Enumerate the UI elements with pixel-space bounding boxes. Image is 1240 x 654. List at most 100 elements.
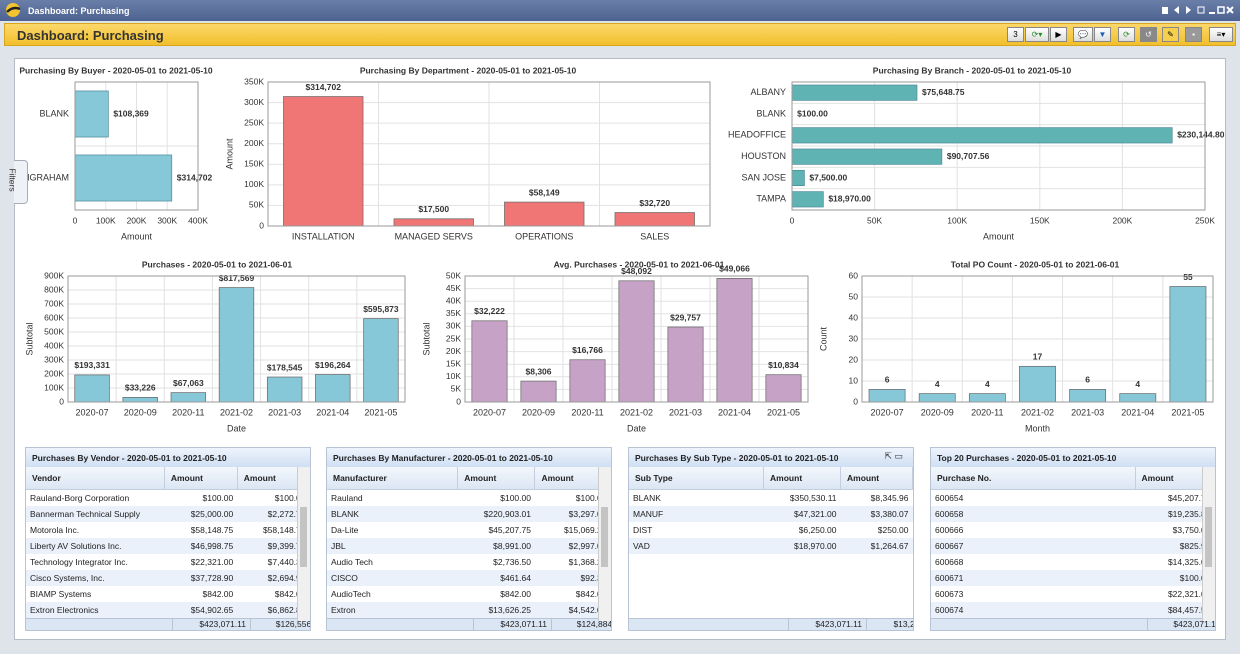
table-cell: $842.00: [202, 589, 234, 599]
column-header: Sub Type: [629, 467, 765, 490]
column-header: Amount: [534, 467, 611, 490]
table-cell: $842.00: [575, 589, 607, 599]
window-controls[interactable]: [1156, 0, 1236, 21]
data-label: $230,144.80: [1177, 130, 1225, 140]
counter-button[interactable]: 3: [1007, 27, 1024, 42]
bar: [569, 359, 606, 403]
table-cell: $220,903.01: [457, 506, 535, 522]
footer-cell: [26, 619, 173, 630]
y-tick-label: 20K: [446, 346, 461, 356]
menu-button[interactable]: ≡▾: [1209, 27, 1233, 42]
data-table: Top 20 Purchases - 2020-05-01 to 2021-05…: [930, 447, 1216, 631]
data-label: $29,757: [670, 312, 701, 322]
table-cell: $15,069.25: [563, 525, 607, 535]
bar: [614, 212, 695, 227]
edit-button[interactable]: ✎: [1162, 27, 1179, 42]
table-cell: Extron Electronics: [26, 602, 165, 618]
footer-cell: $423,071.11: [173, 619, 251, 630]
filter-button[interactable]: ▼: [1094, 27, 1111, 42]
table-cell: $92.33: [534, 570, 611, 586]
bar: [520, 380, 557, 403]
table-cell: $3,380.07: [840, 506, 913, 522]
y-tick-label: 10K: [446, 371, 461, 381]
table-cell: $84,457.56: [1135, 602, 1215, 618]
data-label: $817,569: [219, 273, 255, 283]
filters-tab[interactable]: Filters: [8, 160, 28, 204]
table-cell: Cisco Systems, Inc.: [26, 570, 165, 586]
window-titlebar: Dashboard: Purchasing: [0, 0, 1240, 21]
y-tick-label: 800K: [44, 284, 64, 294]
data-label: $33,226: [125, 383, 156, 393]
table-cell: BIAMP Systems: [30, 589, 92, 599]
data-label: $108,369: [113, 108, 149, 118]
refresh-button[interactable]: ⟳▾: [1025, 27, 1049, 42]
scroll-thumb: [300, 507, 307, 567]
footer-cell: [629, 619, 789, 630]
table-cell: VAD: [629, 538, 764, 554]
x-tick-label: 400K: [188, 215, 208, 225]
comment-button[interactable]: 💬: [1073, 27, 1093, 42]
footer-cell: $126,556.99: [251, 619, 310, 630]
table-row: 600673 $22,321.00: [931, 586, 1215, 602]
table-cell: 600668: [935, 557, 964, 567]
x-tick-label: 2021-03: [669, 407, 702, 417]
column-header: Manufacturer: [327, 467, 459, 490]
table-cell: $58,148.75: [190, 525, 234, 535]
table-cell: 600658: [931, 506, 1136, 522]
table-cell: $842.00: [500, 589, 531, 599]
y-tick-label: 500K: [44, 326, 64, 336]
x-tick-label: 2020-07: [76, 407, 109, 417]
bar: [74, 154, 173, 202]
table-row: Motorola Inc. $58,148.75 $58,148.75: [26, 522, 310, 538]
table-row: Extron $13,626.25 $4,542.08: [327, 602, 611, 618]
plot-frame: [67, 275, 406, 403]
bar: [283, 96, 364, 227]
data-label: $32,222: [474, 306, 505, 316]
table-cell: $1,264.67: [840, 538, 913, 554]
x-axis-title: Month: [1025, 423, 1050, 433]
y-tick-label: HEADOFFICE: [728, 130, 786, 140]
y-tick-label: 25K: [446, 333, 461, 343]
footer-cell: $423,071.11: [474, 619, 552, 630]
table-cell: $22,321.00: [1167, 589, 1211, 599]
save-button[interactable]: ▪: [1185, 27, 1202, 42]
chart-title: Purchasing By Buyer - 2020-05-01 to 2021…: [19, 65, 213, 75]
undo-button[interactable]: ↺: [1140, 27, 1157, 42]
footer-cell: $13,240.69: [867, 619, 913, 630]
x-tick-label: 2020-07: [473, 407, 506, 417]
table-cell: AudioTech: [331, 589, 371, 599]
table-row: 600658 $19,235.81: [931, 506, 1215, 522]
bar: [618, 280, 655, 403]
table-row: AudioTech $842.00 $842.00: [327, 586, 611, 602]
bar: [74, 90, 109, 138]
x-tick-label: 0: [790, 215, 795, 225]
table-cell: Audio Tech: [331, 557, 373, 567]
y-tick-label: 35K: [446, 308, 461, 318]
play-button[interactable]: ▶: [1050, 27, 1067, 42]
x-tick-label: 2021-04: [316, 407, 349, 417]
filters-label: Filters: [7, 168, 18, 192]
plot-frame: [74, 81, 199, 211]
data-label: $17,500: [418, 204, 449, 214]
table-title: Purchases By Sub Type - 2020-05-01 to 20…: [629, 448, 913, 467]
footer-cell: $124,884.53: [552, 619, 611, 630]
column-header: Amount: [457, 467, 536, 490]
x-tick-label: SALES: [640, 231, 669, 241]
table-grid: Sub Type Amount Amount BLANK $350,530.11 $8,3…: [629, 467, 913, 554]
bar: [791, 84, 918, 101]
plot-frame: [464, 275, 809, 403]
table-row: Audio Tech $2,736.50 $1,368.25: [327, 554, 611, 570]
bar: [791, 148, 943, 165]
reload-button[interactable]: ⟳: [1118, 27, 1135, 42]
x-tick-label: 2021-02: [1021, 407, 1054, 417]
table-cell: Rauland: [331, 493, 363, 503]
y-tick-label: 15K: [446, 358, 461, 368]
table-row: CISCO $461.64 $92.33: [327, 570, 611, 586]
data-label: $196,264: [315, 360, 351, 370]
scroll-thumb: [1205, 507, 1212, 567]
y-tick-label: 100K: [44, 382, 64, 392]
table-cell: $461.64: [457, 570, 535, 586]
y-axis-title: Count: [818, 327, 828, 352]
table-grid: Vendor Amount Amount Rauland-Borg Corporati…: [26, 467, 310, 618]
table-row: 600654 $45,207.75: [931, 490, 1215, 507]
